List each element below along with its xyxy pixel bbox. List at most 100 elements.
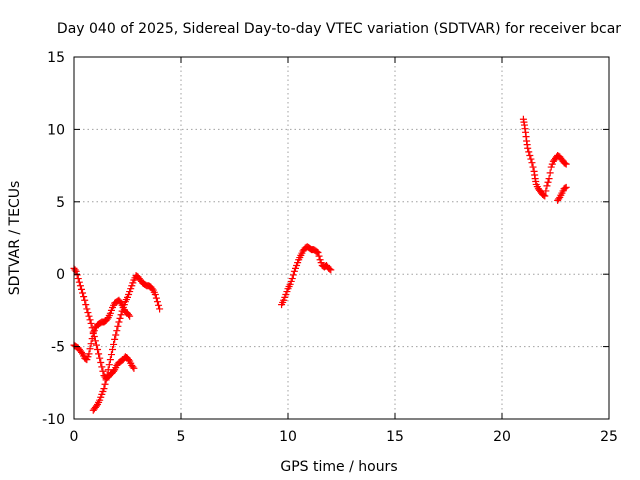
data-point: [88, 335, 96, 343]
data-point: [525, 148, 533, 156]
y-tick-label: 5: [56, 195, 65, 211]
y-axis-label: SDTVAR / TECUs: [7, 181, 23, 296]
x-tick-label: 10: [279, 429, 297, 445]
data-point: [118, 307, 126, 315]
data-point: [77, 285, 85, 293]
data-point: [75, 278, 83, 286]
x-tick-label: 0: [70, 429, 79, 445]
data-point: [151, 290, 159, 298]
y-tick-label: -5: [51, 340, 65, 356]
data-point: [125, 311, 133, 319]
data-point: [562, 183, 570, 191]
data-point: [327, 266, 335, 274]
data-point: [126, 312, 134, 320]
data-point: [527, 155, 535, 163]
data-point: [101, 380, 109, 388]
data-point: [73, 271, 81, 279]
data-point: [83, 305, 91, 313]
data-point: [288, 275, 296, 283]
data-point: [82, 301, 90, 309]
data-point: [86, 316, 94, 324]
data-point: [315, 252, 323, 260]
data-point: [130, 364, 138, 372]
data-point: [545, 175, 553, 183]
data-point: [110, 340, 118, 348]
data-point: [92, 341, 100, 349]
data-point: [76, 282, 84, 290]
data-point: [103, 315, 111, 323]
x-axis-label: GPS time / hours: [280, 459, 397, 475]
data-point: [111, 335, 119, 343]
data-point: [94, 345, 102, 353]
data-point: [103, 371, 111, 379]
axis-ticks: 0 5 10 15 20 25 -10 -5 0 5 10 15: [42, 50, 618, 445]
data-point: [109, 345, 117, 353]
data-point: [77, 348, 85, 356]
data-point: [115, 318, 123, 326]
data-point: [541, 192, 549, 200]
data-point: [85, 350, 93, 358]
data-point: [529, 163, 537, 171]
series-arc-1: [70, 264, 138, 382]
data-point: [97, 359, 105, 367]
x-tick-label: 5: [177, 429, 186, 445]
series-arc-6: [554, 183, 570, 204]
y-tick-label: 15: [47, 50, 65, 66]
data-point: [96, 354, 104, 362]
series-arc-3: [89, 272, 164, 414]
data-point: [326, 265, 334, 273]
data-point: [524, 144, 532, 152]
data-point: [99, 367, 107, 375]
data-point: [80, 293, 88, 301]
data-point: [129, 363, 137, 371]
data-point: [148, 285, 156, 293]
data-point: [289, 271, 297, 279]
data-point: [107, 351, 115, 359]
data-point: [314, 248, 322, 256]
x-tick-label: 20: [493, 429, 511, 445]
x-tick-label: 15: [386, 429, 404, 445]
data-point: [526, 151, 534, 159]
data-point: [79, 289, 87, 297]
data-point: [542, 187, 550, 195]
chart-title: Day 040 of 2025, Sidereal Day-to-day VTE…: [57, 21, 621, 37]
plot-frame: [73, 56, 610, 420]
data-point: [85, 312, 93, 320]
series-arc-4: [278, 243, 335, 309]
data-point: [113, 327, 121, 335]
y-tick-label: 10: [47, 122, 65, 138]
data-point: [114, 322, 122, 330]
data-point: [152, 294, 160, 302]
data-point: [528, 159, 536, 167]
data-point: [86, 345, 94, 353]
data-point: [74, 275, 82, 283]
data-point: [555, 195, 563, 203]
data-point: [540, 191, 548, 199]
data-point: [104, 366, 112, 374]
data-point: [544, 178, 552, 186]
data-point: [87, 340, 95, 348]
data-point: [102, 376, 110, 384]
data-point: [561, 159, 569, 167]
data-point: [546, 169, 554, 177]
grid-lines: [74, 57, 609, 419]
data-point: [543, 182, 551, 190]
data-point: [87, 319, 95, 327]
series-arc-2: [70, 296, 134, 364]
series-arc-5: [519, 115, 570, 200]
data-point: [155, 301, 163, 309]
data-point: [153, 298, 161, 306]
data-point: [105, 361, 113, 369]
data-point: [71, 266, 79, 274]
data-point: [110, 367, 118, 375]
data-point: [106, 356, 114, 364]
x-tick-label: 25: [600, 429, 618, 445]
data-point: [156, 305, 164, 313]
data-point: [116, 314, 124, 322]
data-point: [112, 331, 120, 339]
data-point: [100, 385, 108, 393]
data-point: [81, 296, 89, 304]
data-point: [562, 160, 570, 168]
